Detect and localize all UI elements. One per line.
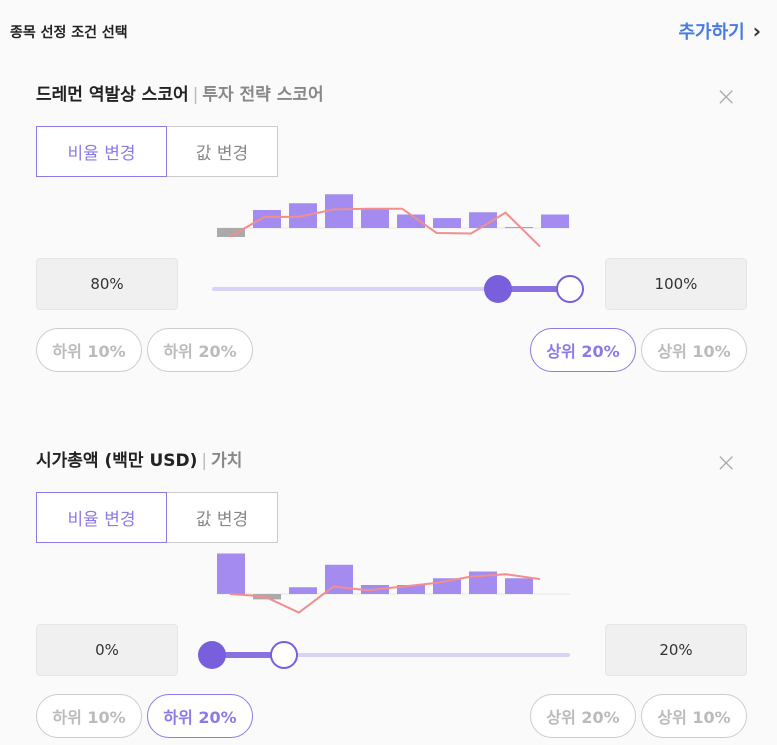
slider-track — [212, 653, 570, 657]
slider-low-handle[interactable] — [484, 275, 512, 303]
trend-line — [229, 207, 541, 248]
add-condition-label: 추가하기 — [678, 22, 745, 43]
title-separator: | — [201, 451, 208, 471]
histogram-bar — [397, 585, 425, 594]
chip-top-20[interactable]: 상위 20% — [530, 328, 636, 372]
histogram-bar — [361, 209, 389, 228]
min-value-box[interactable]: 80% — [36, 258, 178, 310]
slider-fill — [212, 652, 284, 658]
min-value-box[interactable]: 0% — [36, 624, 178, 676]
histogram-bar — [541, 214, 569, 228]
chevron-right-icon: › — [752, 19, 761, 43]
max-value-box[interactable]: 100% — [605, 258, 747, 310]
close-icon[interactable]: × — [715, 448, 737, 478]
slider-track — [212, 287, 570, 291]
title-separator: | — [192, 85, 199, 105]
histogram-bar — [289, 587, 317, 594]
condition-category: 투자 전략 스코어 — [202, 85, 324, 105]
condition-card: 드레먼 역발상 스코어 | 투자 전략 스코어 × 비율 변경 값 변경 80% 1… — [0, 66, 777, 386]
chip-bottom-20[interactable]: 하위 20% — [147, 694, 253, 738]
chip-top-10[interactable]: 상위 10% — [641, 328, 747, 372]
histogram-bar — [433, 218, 461, 228]
slider-high-handle[interactable] — [270, 641, 298, 669]
distribution-chart — [217, 194, 570, 248]
histogram-bar — [217, 228, 245, 237]
value-change-button[interactable]: 값 변경 — [167, 492, 278, 543]
screen-header: 종목 선정 조건 선택 추가하기 › — [0, 0, 777, 66]
histogram-bar — [505, 227, 533, 229]
value-change-button[interactable]: 값 변경 — [167, 126, 278, 177]
range-slider[interactable] — [212, 274, 584, 304]
condition-card: 시가총액 (백만 USD) | 가치 × 비율 변경 값 변경 0% 20% 하위 … — [0, 432, 777, 745]
condition-name: 드레먼 역발상 스코어 — [36, 85, 189, 105]
slider-fill — [498, 286, 570, 292]
chip-top-10[interactable]: 상위 10% — [641, 694, 747, 738]
chip-bottom-10[interactable]: 하위 10% — [36, 694, 142, 738]
histogram-bar — [217, 553, 245, 594]
ratio-change-button[interactable]: 비율 변경 — [36, 126, 167, 177]
range-slider[interactable] — [198, 640, 570, 670]
add-condition-button[interactable]: 추가하기 › — [679, 18, 762, 44]
mode-toggle: 비율 변경 값 변경 — [36, 126, 278, 177]
histogram-bar — [505, 578, 533, 594]
histogram-bar — [469, 212, 497, 228]
close-icon[interactable]: × — [715, 82, 737, 112]
distribution-chart — [217, 553, 570, 614]
slider-low-handle[interactable] — [198, 641, 226, 669]
ratio-change-button[interactable]: 비율 변경 — [36, 492, 167, 543]
chip-top-20[interactable]: 상위 20% — [530, 694, 636, 738]
max-value-box[interactable]: 20% — [605, 624, 747, 676]
histogram-bar — [253, 210, 281, 228]
condition-title: 드레먼 역발상 스코어 | 투자 전략 스코어 — [36, 80, 324, 105]
slider-high-handle[interactable] — [556, 275, 584, 303]
chip-bottom-10[interactable]: 하위 10% — [36, 328, 142, 372]
condition-title: 시가총액 (백만 USD) | 가치 — [36, 446, 242, 471]
mode-toggle: 비율 변경 값 변경 — [36, 492, 278, 543]
histogram-bar — [397, 214, 425, 228]
trend-line — [229, 573, 541, 614]
condition-category: 가치 — [211, 451, 243, 471]
page-title: 종목 선정 조건 선택 — [10, 25, 128, 41]
condition-name: 시가총액 (백만 USD) — [36, 451, 198, 471]
chip-bottom-20[interactable]: 하위 20% — [147, 328, 253, 372]
